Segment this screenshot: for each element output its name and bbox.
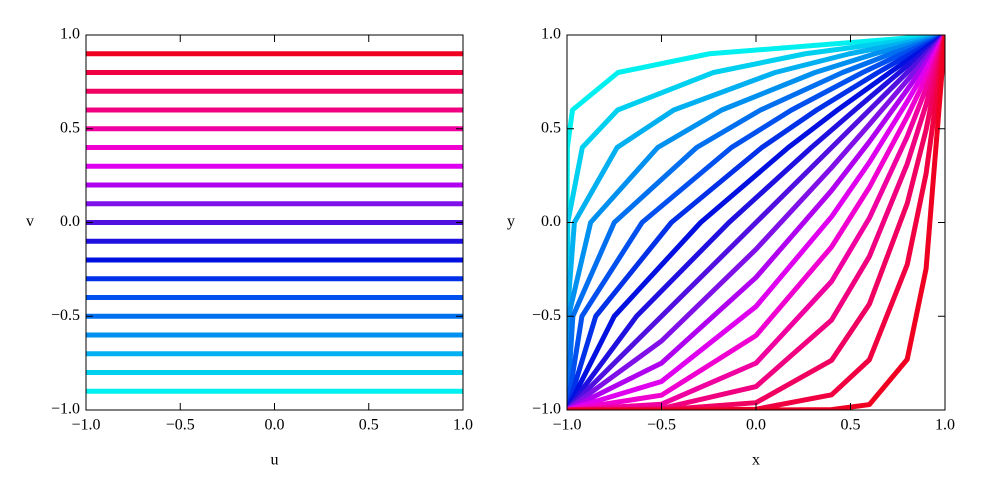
x-tick-label: 0.0: [746, 417, 766, 434]
curve: [567, 35, 945, 410]
x-tick-label: 0.5: [841, 417, 861, 434]
y-axis-label: y: [507, 213, 515, 230]
curve: [567, 35, 945, 410]
curve: [567, 35, 945, 410]
x-axis-label: u: [271, 452, 279, 469]
y-axis-label: v: [26, 213, 34, 230]
y-tick-label: −1.0: [51, 401, 80, 418]
curve: [567, 35, 945, 410]
y-tick-label: −1.0: [532, 401, 561, 418]
y-tick-label: 1.0: [60, 26, 80, 43]
x-tick-label: −1.0: [552, 417, 581, 434]
curve: [567, 35, 945, 410]
plot-area: [86, 51, 463, 394]
x-axis-label: x: [752, 452, 760, 469]
plot-area: [567, 35, 945, 410]
curve: [567, 35, 945, 410]
curve: [567, 35, 945, 410]
curve: [567, 35, 945, 410]
y-tick-label: −0.5: [51, 307, 80, 324]
y-tick-label: −0.5: [532, 307, 561, 324]
x-tick-label: −0.5: [647, 417, 676, 434]
x-tick-label: 0.5: [359, 417, 379, 434]
y-tick-label: 0.5: [60, 119, 80, 136]
y-tick-label: 0.5: [541, 119, 561, 136]
curve: [567, 35, 945, 410]
curve: [567, 35, 945, 410]
x-tick-label: 1.0: [453, 417, 473, 434]
y-tick-label: 1.0: [541, 26, 561, 43]
x-tick-label: 0.0: [265, 417, 285, 434]
curve: [567, 35, 945, 410]
curve: [567, 35, 945, 410]
curve: [567, 35, 945, 410]
x-tick-label: −0.5: [166, 417, 195, 434]
x-tick-label: 1.0: [935, 417, 955, 434]
x-tick-label: −1.0: [71, 417, 100, 434]
y-tick-label: 0.0: [541, 213, 561, 230]
y-tick-label: 0.0: [60, 213, 80, 230]
curve: [567, 35, 945, 410]
